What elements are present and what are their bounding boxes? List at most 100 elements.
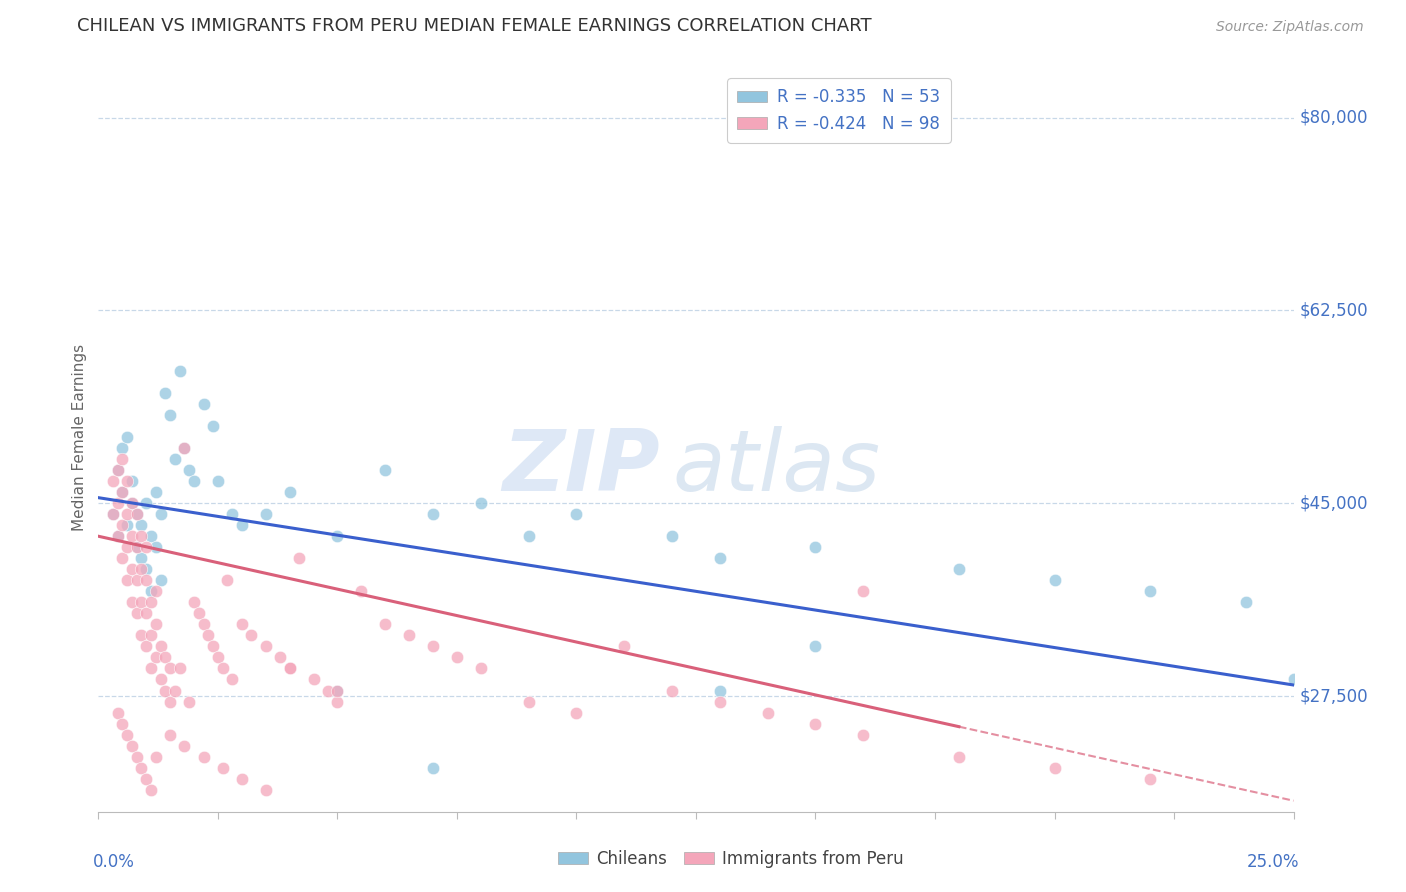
Point — [709, 683, 731, 698]
Point — [948, 749, 970, 764]
Point — [107, 496, 129, 510]
Point — [149, 507, 172, 521]
Point — [278, 661, 301, 675]
Point — [254, 782, 277, 797]
Point — [187, 607, 209, 621]
Point — [101, 507, 124, 521]
Point — [149, 673, 172, 687]
Text: atlas: atlas — [672, 425, 880, 508]
Point — [211, 761, 233, 775]
Point — [1139, 772, 1161, 786]
Point — [709, 551, 731, 566]
Point — [111, 441, 134, 455]
Point — [107, 529, 129, 543]
Text: ZIP: ZIP — [502, 425, 661, 508]
Point — [131, 529, 153, 543]
Point — [125, 574, 148, 588]
Point — [163, 683, 186, 698]
Point — [115, 507, 138, 521]
Point — [756, 706, 779, 720]
Point — [852, 584, 875, 599]
Point — [155, 683, 177, 698]
Point — [173, 441, 195, 455]
Point — [350, 584, 373, 599]
Point — [207, 474, 229, 488]
Point — [121, 595, 143, 609]
Point — [163, 452, 186, 467]
Point — [316, 683, 339, 698]
Point — [115, 574, 138, 588]
Point — [121, 496, 143, 510]
Point — [278, 661, 301, 675]
Point — [1139, 584, 1161, 599]
Point — [207, 650, 229, 665]
Point — [221, 507, 243, 521]
Point — [231, 617, 253, 632]
Point — [326, 529, 349, 543]
Text: $45,000: $45,000 — [1299, 494, 1368, 512]
Point — [374, 463, 396, 477]
Point — [278, 485, 301, 500]
Point — [139, 661, 162, 675]
Point — [131, 562, 153, 576]
Point — [302, 673, 325, 687]
Point — [115, 728, 138, 742]
Point — [149, 640, 172, 654]
Point — [111, 485, 134, 500]
Point — [1234, 595, 1257, 609]
Point — [125, 507, 148, 521]
Point — [804, 716, 827, 731]
Point — [131, 761, 153, 775]
Point — [121, 739, 143, 753]
Point — [125, 541, 148, 555]
Point — [193, 617, 215, 632]
Point — [326, 694, 349, 708]
Point — [211, 661, 233, 675]
Point — [107, 529, 129, 543]
Point — [145, 584, 167, 599]
Point — [517, 529, 540, 543]
Point — [288, 551, 311, 566]
Point — [139, 595, 162, 609]
Point — [115, 474, 138, 488]
Point — [269, 650, 291, 665]
Point — [169, 364, 191, 378]
Point — [374, 617, 396, 632]
Point — [115, 541, 138, 555]
Point — [107, 463, 129, 477]
Point — [565, 507, 588, 521]
Point — [202, 640, 225, 654]
Text: 0.0%: 0.0% — [93, 853, 135, 871]
Point — [135, 607, 157, 621]
Point — [398, 628, 420, 642]
Point — [135, 574, 157, 588]
Point — [565, 706, 588, 720]
Point — [101, 507, 124, 521]
Point — [115, 430, 138, 444]
Point — [852, 728, 875, 742]
Point — [197, 628, 219, 642]
Point — [145, 749, 167, 764]
Point — [111, 485, 134, 500]
Point — [470, 496, 492, 510]
Point — [661, 529, 683, 543]
Point — [709, 694, 731, 708]
Point — [159, 694, 181, 708]
Point — [139, 628, 162, 642]
Text: 25.0%: 25.0% — [1247, 853, 1299, 871]
Point — [125, 507, 148, 521]
Point — [422, 640, 444, 654]
Point — [661, 683, 683, 698]
Point — [135, 562, 157, 576]
Point — [517, 694, 540, 708]
Point — [107, 463, 129, 477]
Text: Source: ZipAtlas.com: Source: ZipAtlas.com — [1216, 21, 1364, 34]
Point — [202, 419, 225, 434]
Point — [231, 518, 253, 533]
Point — [159, 408, 181, 422]
Text: $80,000: $80,000 — [1299, 109, 1368, 127]
Point — [135, 640, 157, 654]
Point — [231, 772, 253, 786]
Point — [107, 706, 129, 720]
Point — [125, 607, 148, 621]
